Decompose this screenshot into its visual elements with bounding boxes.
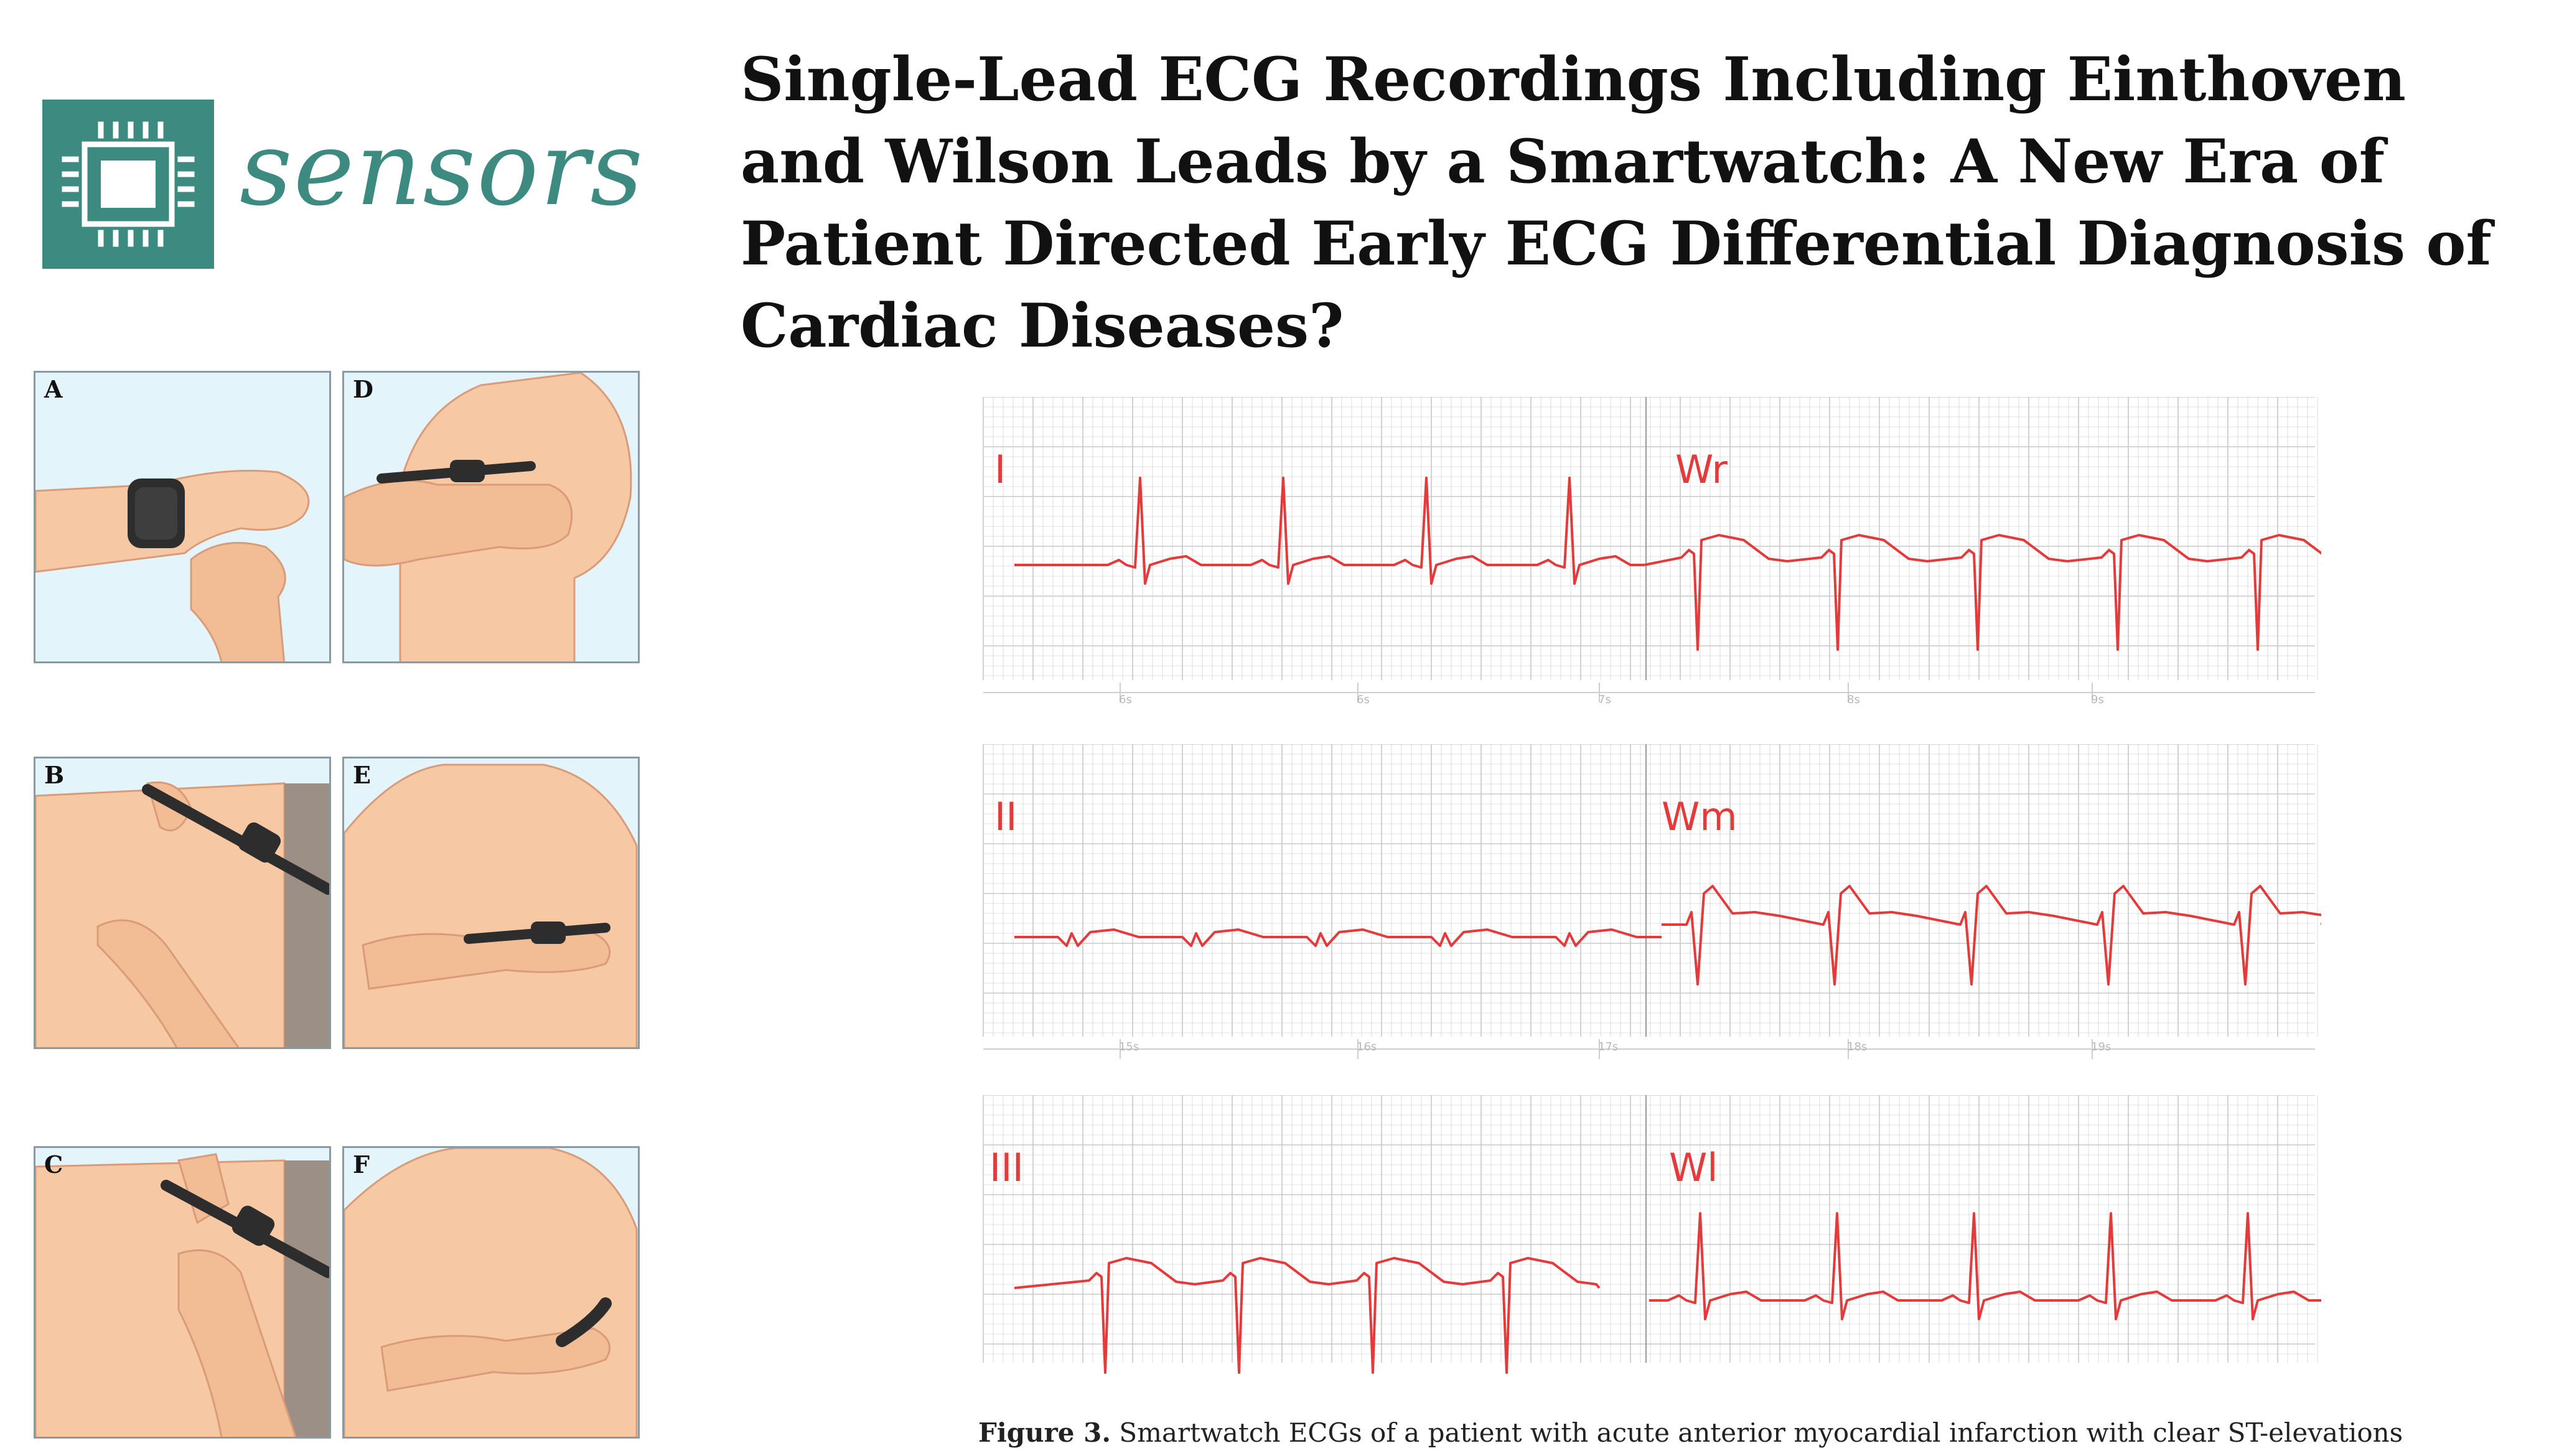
ecg-trace-left <box>1014 928 1662 947</box>
tick-label: 19s <box>2091 1040 2112 1053</box>
tick-label: 8s <box>1847 693 1860 706</box>
ecg-trace-lead-ii <box>983 744 2321 1059</box>
lead-label-wr: Wr <box>1675 447 1728 492</box>
ecg-trace-left <box>1014 477 1644 585</box>
smartwatch-wrist-icon <box>35 470 310 661</box>
tick-label: 6s <box>1357 693 1370 706</box>
smartwatch-abdomen-c-icon <box>35 1153 329 1437</box>
panel-d: D <box>342 371 640 663</box>
panel-letter: A <box>44 375 63 403</box>
ecg-strip-lead-iii: III Wl <box>977 1095 2321 1388</box>
panel-letter: F <box>353 1150 370 1178</box>
ecg-trace-right <box>1644 534 2321 651</box>
panel-b: B <box>34 757 331 1049</box>
caption-text: Smartwatch ECGs of a patient with acute … <box>1119 1417 2403 1448</box>
ecg-grid <box>983 397 2318 680</box>
caption-label: Figure 3. <box>978 1417 1111 1448</box>
ecg-trace-lead-i <box>983 397 2321 702</box>
tick-label: 7s <box>1598 693 1611 706</box>
panel-letter: E <box>353 761 371 789</box>
tick-label: 18s <box>1847 1040 1868 1053</box>
ecg-grid <box>983 744 2318 1037</box>
figure-caption: Figure 3. Smartwatch ECGs of a patient w… <box>978 1417 2403 1448</box>
panel-letter: D <box>353 375 373 403</box>
chip-icon <box>62 121 195 247</box>
lead-label-i: I <box>994 447 1006 492</box>
lead-label-wl: Wl <box>1669 1145 1718 1190</box>
tick-label: 16s <box>1357 1040 1377 1053</box>
ecg-trace-lead-iii <box>983 1095 2321 1374</box>
panel-a: A <box>34 371 331 663</box>
journal-logo <box>42 100 214 269</box>
smartwatch-chest-e-icon <box>344 763 638 1047</box>
ecg-trace-right <box>1662 885 2321 986</box>
lead-label-iii: III <box>989 1145 1024 1190</box>
ecg-grid <box>983 1095 2318 1363</box>
ecg-trace-right <box>1649 1212 2321 1320</box>
ecg-strip-lead-ii: II Wm 15s 16s 17s 18s 19s <box>977 744 2321 1062</box>
paper-title: Single-Lead ECG Recordings Including Ein… <box>741 44 2492 361</box>
tick-label: 17s <box>1598 1040 1619 1053</box>
panel-letter: B <box>44 761 65 789</box>
smartwatch-chest-f-icon <box>344 1148 638 1437</box>
panel-letter: C <box>44 1150 63 1178</box>
ecg-strip-lead-i: I Wr 6s 6s 7s 8s 9s <box>977 397 2321 714</box>
lead-label-ii: II <box>994 794 1017 839</box>
tick-label: 9s <box>2091 693 2104 706</box>
journal-name: sensors <box>240 109 645 228</box>
smartwatch-chest-d-icon <box>344 373 632 661</box>
tick-label: 15s <box>1119 1040 1139 1053</box>
panel-f: F <box>342 1146 640 1439</box>
tick-label: 6s <box>1119 693 1132 706</box>
panel-e: E <box>342 757 640 1049</box>
lead-label-wm: Wm <box>1662 794 1738 839</box>
ecg-trace-left <box>1014 1257 1601 1374</box>
smartwatch-abdomen-b-icon <box>35 781 329 1047</box>
panel-c: C <box>34 1146 331 1439</box>
